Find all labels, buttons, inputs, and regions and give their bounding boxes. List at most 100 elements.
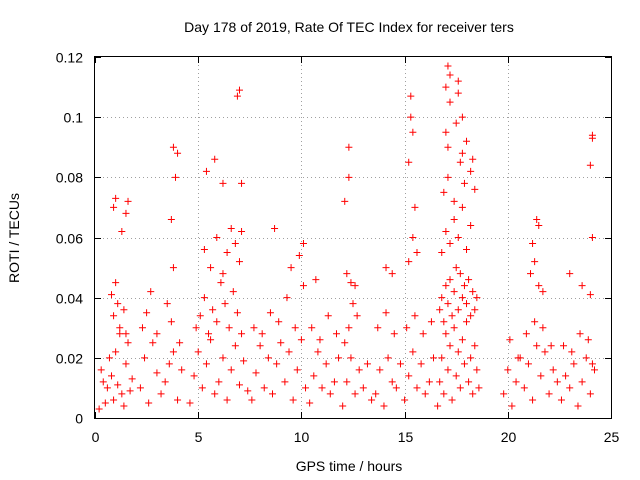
data-point — [103, 384, 111, 392]
data-point — [438, 249, 446, 257]
data-point — [316, 336, 324, 344]
data-point — [308, 324, 316, 332]
data-point — [277, 339, 285, 347]
data-point — [465, 378, 473, 386]
data-point — [533, 342, 541, 350]
x-tick-label: 20 — [501, 429, 517, 445]
data-point — [535, 282, 543, 290]
data-point — [153, 330, 161, 338]
data-point — [138, 324, 146, 332]
data-point — [452, 264, 460, 272]
data-point — [504, 366, 512, 374]
data-point — [353, 312, 361, 320]
data-point — [126, 387, 134, 395]
data-point — [463, 318, 471, 326]
data-point — [101, 399, 109, 407]
data-point — [465, 276, 473, 284]
data-point — [429, 354, 437, 362]
data-point — [171, 173, 179, 181]
data-point — [330, 378, 338, 386]
data-point — [448, 312, 456, 320]
data-point — [240, 357, 248, 365]
data-point — [460, 360, 468, 368]
data-point — [217, 279, 225, 287]
data-point — [463, 246, 471, 254]
y-tick-label: 0.06 — [56, 231, 83, 247]
data-point — [440, 188, 448, 196]
data-point — [376, 366, 384, 374]
data-point — [419, 330, 427, 338]
data-point — [302, 384, 310, 392]
data-point — [200, 246, 208, 254]
data-point — [355, 366, 363, 374]
data-point — [186, 399, 194, 407]
data-point — [578, 378, 586, 386]
data-point — [469, 155, 477, 163]
data-point — [586, 161, 594, 169]
data-point — [223, 396, 231, 404]
data-point — [407, 92, 415, 100]
data-point — [396, 360, 404, 368]
x-tick-label: 0 — [92, 429, 100, 445]
data-point — [560, 342, 568, 350]
data-point — [368, 396, 376, 404]
data-point — [124, 339, 132, 347]
data-point — [442, 330, 450, 338]
data-point — [112, 348, 120, 356]
data-point — [221, 300, 229, 308]
data-point — [312, 276, 320, 284]
x-tick-label: 5 — [195, 429, 203, 445]
data-point — [590, 366, 598, 374]
data-point — [219, 270, 227, 278]
data-point — [174, 149, 182, 157]
data-point — [359, 384, 367, 392]
data-point — [469, 390, 477, 398]
data-point — [235, 381, 243, 389]
data-point — [178, 366, 186, 374]
data-point — [388, 378, 396, 386]
data-point — [411, 312, 419, 320]
y-axis-label: ROTI / TECUs — [6, 193, 22, 283]
data-point — [167, 215, 175, 223]
data-point — [244, 387, 252, 395]
data-point — [405, 158, 413, 166]
data-point — [120, 402, 128, 410]
data-point — [287, 264, 295, 272]
y-tick-label: 0.04 — [56, 291, 83, 307]
data-point — [161, 378, 169, 386]
data-point — [343, 378, 351, 386]
data-point — [227, 224, 235, 232]
data-point — [112, 194, 120, 202]
data-point — [436, 306, 444, 314]
data-point — [202, 167, 210, 175]
data-point — [145, 399, 153, 407]
data-point — [384, 354, 392, 362]
data-point — [108, 291, 116, 299]
data-point — [452, 119, 460, 127]
data-point — [231, 342, 239, 350]
data-point — [153, 369, 161, 377]
data-point — [522, 330, 530, 338]
data-point — [444, 173, 452, 181]
data-point — [450, 197, 458, 205]
data-point — [345, 143, 353, 151]
data-point — [454, 234, 462, 241]
data-point — [409, 234, 417, 241]
data-point — [283, 294, 291, 302]
data-point — [547, 342, 555, 350]
axis-ticks — [95, 57, 612, 419]
data-point — [291, 324, 299, 332]
data-point — [363, 360, 371, 368]
data-point — [413, 249, 421, 257]
x-tick-label: 15 — [398, 429, 414, 445]
data-point — [444, 62, 452, 70]
x-tick-labels: 0 5 10 15 20 25 — [92, 429, 620, 445]
data-point — [446, 98, 454, 106]
data-point — [469, 288, 477, 296]
data-point — [454, 306, 462, 314]
data-point — [163, 300, 171, 308]
data-point — [588, 131, 596, 139]
data-point — [407, 113, 415, 121]
data-point — [405, 372, 413, 380]
data-points — [95, 62, 598, 413]
